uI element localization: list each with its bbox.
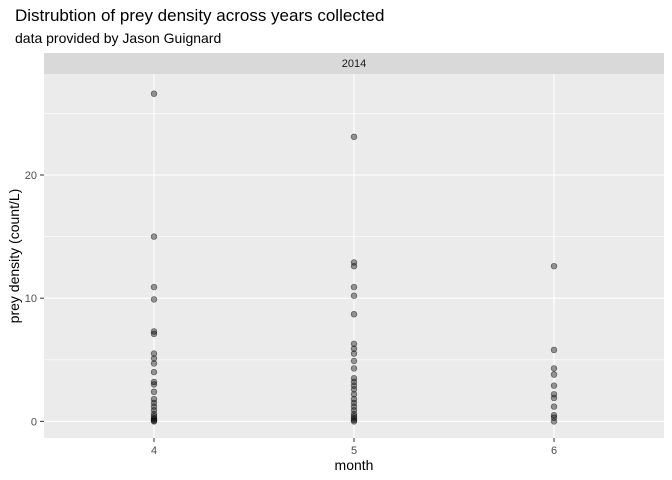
data-point bbox=[350, 259, 358, 266]
data-point bbox=[150, 395, 158, 403]
y-tick-label: 10 bbox=[25, 293, 37, 305]
x-axis-title: month bbox=[335, 457, 374, 473]
y-axis-title: prey density (count/L) bbox=[6, 189, 22, 324]
x-axis: 4 5 6 bbox=[151, 438, 557, 457]
data-point bbox=[350, 407, 358, 414]
data-point bbox=[150, 355, 158, 362]
chart-subtitle: data provided by Jason Guignard bbox=[15, 30, 221, 46]
data-point bbox=[350, 395, 358, 403]
y-tick-label: 20 bbox=[25, 170, 37, 182]
data-point bbox=[150, 330, 158, 338]
x-tick-label: 6 bbox=[551, 445, 557, 457]
data-point bbox=[350, 382, 358, 389]
data-point bbox=[150, 328, 158, 335]
data-point bbox=[150, 360, 158, 367]
data-point bbox=[150, 388, 158, 396]
data-point bbox=[550, 412, 558, 419]
data-point bbox=[350, 262, 358, 270]
data-point bbox=[150, 381, 158, 388]
facet-strip bbox=[44, 53, 664, 74]
data-point bbox=[550, 382, 558, 389]
data-point bbox=[350, 386, 358, 393]
data-point bbox=[150, 296, 158, 303]
x-tick-label: 4 bbox=[151, 445, 157, 457]
data-point bbox=[550, 391, 558, 398]
data-point bbox=[550, 414, 558, 421]
data-point bbox=[350, 292, 358, 299]
data-point bbox=[350, 391, 358, 398]
data-point bbox=[550, 365, 558, 372]
y-tick-label: 0 bbox=[31, 416, 37, 428]
data-point bbox=[350, 133, 358, 141]
data-point bbox=[350, 399, 358, 407]
x-tick-label: 5 bbox=[351, 445, 357, 457]
data-point bbox=[350, 403, 358, 410]
data-point bbox=[150, 283, 158, 291]
data-point bbox=[350, 365, 358, 372]
data-point bbox=[150, 233, 158, 240]
data-point bbox=[550, 346, 558, 354]
data-point bbox=[150, 418, 158, 425]
data-point bbox=[350, 311, 358, 318]
data-point bbox=[350, 357, 358, 365]
data-point bbox=[350, 350, 358, 357]
data-point bbox=[350, 375, 358, 382]
data-point bbox=[550, 403, 558, 410]
data-point bbox=[150, 407, 158, 414]
chart-title: Distrubtion of prey density across years… bbox=[15, 6, 384, 25]
data-point bbox=[550, 371, 558, 378]
data-point bbox=[150, 90, 158, 97]
data-point bbox=[350, 418, 358, 425]
data-point bbox=[350, 413, 358, 420]
data-point bbox=[350, 340, 358, 347]
data-point bbox=[550, 394, 558, 402]
data-point bbox=[150, 368, 158, 376]
data-point bbox=[150, 350, 158, 357]
y-axis: 0 10 20 bbox=[25, 170, 44, 428]
data-point bbox=[550, 262, 558, 270]
data-point bbox=[150, 399, 158, 407]
data-point bbox=[150, 403, 158, 410]
data-point bbox=[150, 378, 158, 386]
data-point bbox=[550, 418, 558, 425]
data-point bbox=[350, 410, 358, 418]
data-point bbox=[350, 345, 358, 352]
data-point bbox=[350, 283, 358, 291]
data-points bbox=[150, 90, 558, 425]
data-point bbox=[350, 378, 358, 386]
facet-strip-label: 2014 bbox=[342, 58, 366, 70]
